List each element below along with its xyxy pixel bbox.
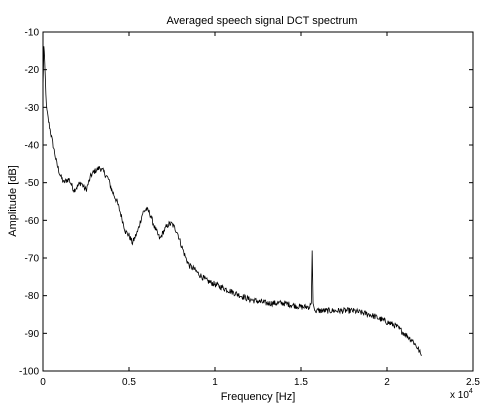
axis-ticks: 0 0.5 1 1.5 2 2.5 -100 -90 -80 -70 -60 -50 -40 -30 -20… xyxy=(19,28,480,389)
x-tick-label: 2 xyxy=(384,377,390,388)
y-tick-label: -70 xyxy=(25,254,40,265)
y-tick-label: -50 xyxy=(25,178,40,189)
x-axis-multiplier-base: x 10 xyxy=(450,390,469,401)
x-tick-label: 0 xyxy=(40,377,46,388)
x-tick-label: 1 xyxy=(212,377,218,388)
y-tick-label: -90 xyxy=(25,329,40,340)
spectrum-line xyxy=(42,46,422,357)
y-tick-label: -10 xyxy=(25,28,40,39)
x-axis-multiplier: x 104 xyxy=(450,388,473,401)
y-tick-label: -20 xyxy=(25,65,40,76)
x-tick-label: 0.5 xyxy=(122,377,136,388)
y-axis-label: Amplitude [dB] xyxy=(7,165,19,237)
x-tick-label: 2.5 xyxy=(466,377,480,388)
y-tick-label: -30 xyxy=(25,103,40,114)
y-tick-label: -40 xyxy=(25,141,40,152)
x-axis-multiplier-exponent: 4 xyxy=(469,388,473,395)
y-tick-label: -100 xyxy=(19,367,39,378)
x-tick-label: 1.5 xyxy=(294,377,308,388)
plot-frame xyxy=(42,31,474,372)
y-tick-label: -60 xyxy=(25,216,40,227)
y-tick-label: -80 xyxy=(25,291,40,302)
chart-title: Averaged speech signal DCT spectrum xyxy=(167,15,358,27)
x-axis-label: Frequency [Hz] xyxy=(221,391,296,403)
